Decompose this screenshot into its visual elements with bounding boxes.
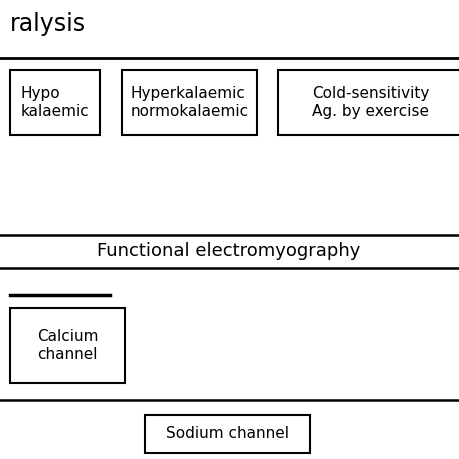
Text: ralysis: ralysis bbox=[10, 12, 86, 36]
Bar bbox=[278, 70, 459, 135]
Text: Sodium channel: Sodium channel bbox=[166, 426, 289, 442]
Bar bbox=[10, 308, 125, 383]
Bar bbox=[122, 70, 257, 135]
Text: Cold-sensitivity
Ag. by exercise: Cold-sensitivity Ag. by exercise bbox=[312, 86, 429, 119]
Bar bbox=[10, 70, 100, 135]
Text: Hyperkalaemic
normokalaemic: Hyperkalaemic normokalaemic bbox=[130, 86, 249, 119]
Text: Calcium
channel: Calcium channel bbox=[37, 329, 98, 362]
Text: Hypo
kalaemic: Hypo kalaemic bbox=[21, 86, 90, 119]
Bar bbox=[145, 415, 310, 453]
Text: Functional electromyography: Functional electromyography bbox=[97, 242, 361, 260]
